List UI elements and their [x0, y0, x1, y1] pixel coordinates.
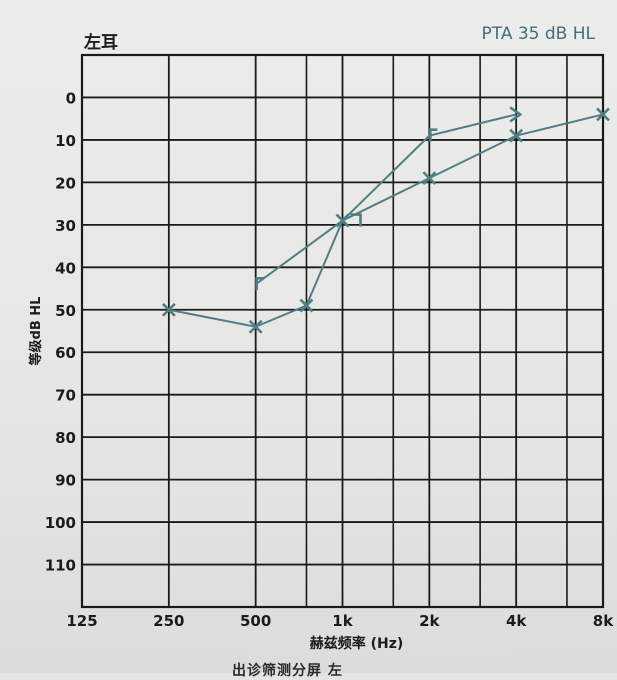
- ear-title: 左耳: [84, 33, 118, 53]
- y-tick-label: 30: [55, 217, 76, 235]
- y-tick-label: 80: [55, 429, 76, 447]
- x-tick-label: 8k: [593, 612, 614, 630]
- y-tick-label: 10: [55, 132, 76, 150]
- data-point-x: [509, 128, 524, 143]
- x-tick-label: 500: [240, 612, 271, 630]
- y-tick-label: 90: [55, 472, 76, 490]
- y-axis-label: 等级dB HL: [28, 297, 44, 367]
- x-tick-label: 1k: [332, 612, 353, 630]
- y-tick-label: 60: [55, 344, 76, 362]
- y-tick-label: 40: [55, 259, 76, 277]
- y-tick-label: 70: [55, 387, 76, 405]
- series-line: [255, 113, 517, 286]
- y-tick-label: 20: [55, 174, 76, 192]
- y-tick-label: 50: [55, 302, 76, 320]
- data-point-bracket: [509, 106, 523, 123]
- x-tick-label: 250: [153, 612, 184, 630]
- y-tick-label: 0: [66, 89, 76, 107]
- pta-value: PTA 35 dB HL: [481, 24, 596, 44]
- data-point-x: [299, 298, 314, 313]
- data-point-x: [161, 302, 176, 317]
- data-point-x: [422, 171, 437, 186]
- data-point-bracket: [429, 128, 438, 142]
- x-axis-label: 赫兹频率 (Hz): [310, 635, 404, 652]
- data-point-bracket: [255, 276, 264, 291]
- series-line: [168, 113, 604, 328]
- y-tick-label: 100: [45, 514, 76, 532]
- x-tick-label: 4k: [506, 612, 527, 630]
- x-tick-label: 2k: [419, 612, 440, 630]
- y-tick-label: 110: [45, 557, 76, 575]
- data-point-bracket: [350, 213, 362, 227]
- data-point-x: [248, 319, 263, 334]
- x-tick-label: 125: [66, 612, 97, 630]
- data-point-x: [596, 107, 610, 122]
